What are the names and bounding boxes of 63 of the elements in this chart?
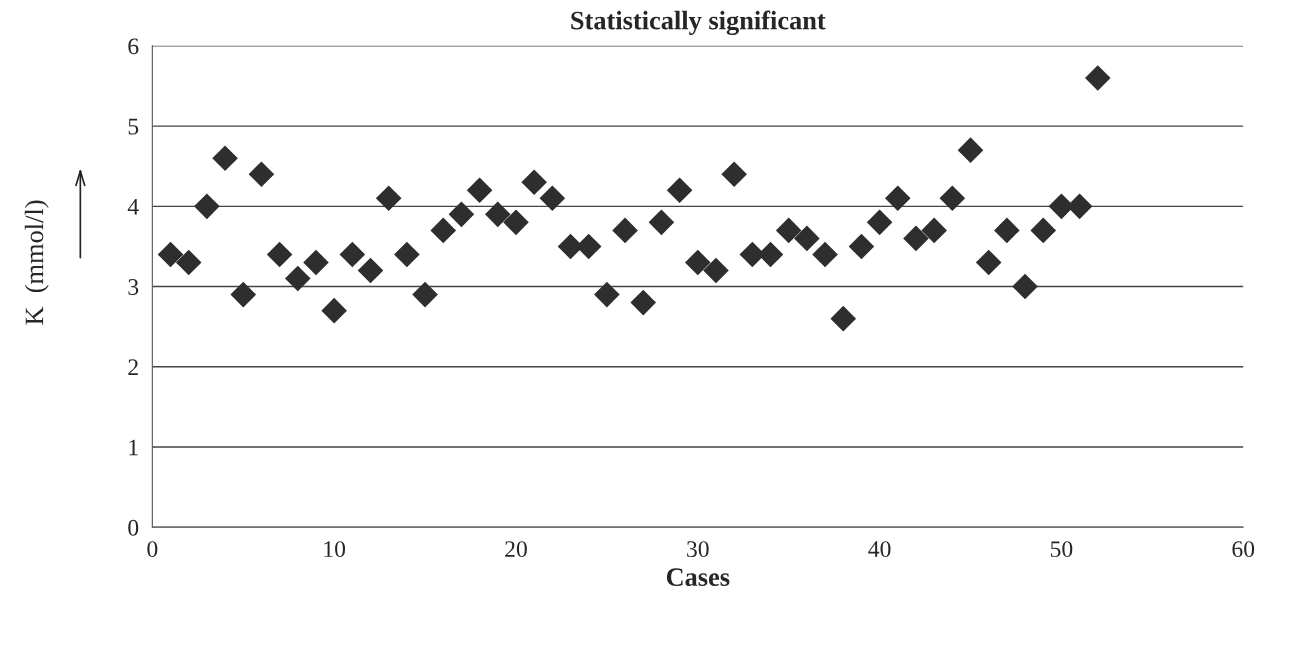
- y-tick-label: 4: [127, 198, 139, 215]
- point: [812, 241, 838, 268]
- point: [394, 241, 420, 268]
- chart-title: Statistically significant: [571, 10, 826, 36]
- point: [1012, 273, 1038, 300]
- point: [339, 241, 366, 268]
- x-tick-label: 50: [1050, 541, 1073, 558]
- point: [939, 185, 966, 212]
- x-tick-label: 10: [324, 541, 346, 558]
- point: [284, 265, 311, 292]
- point: [684, 249, 711, 276]
- point: [212, 145, 238, 171]
- point: [612, 217, 638, 244]
- x-tick-label: 0: [147, 541, 158, 558]
- point: [157, 241, 184, 268]
- point: [975, 249, 1002, 276]
- point: [921, 217, 947, 244]
- point: [630, 289, 657, 316]
- point: [539, 185, 566, 212]
- point: [194, 193, 220, 220]
- y-tick-label: 1: [129, 439, 138, 456]
- point: [466, 177, 493, 204]
- point: [521, 169, 547, 196]
- y-tick-label: 2: [128, 359, 138, 375]
- point: [266, 241, 293, 268]
- point: [903, 225, 929, 252]
- point: [1084, 65, 1111, 91]
- y-tick-label: 3: [128, 279, 139, 295]
- x-axis-title: Cases: [666, 568, 730, 587]
- point: [357, 257, 384, 284]
- x-tick-label: 60: [1232, 541, 1255, 558]
- point: [866, 209, 893, 236]
- point: [721, 161, 747, 188]
- point: [666, 177, 693, 204]
- point: [503, 209, 529, 236]
- y-tick-label: 5: [128, 118, 139, 135]
- point: [884, 185, 911, 212]
- y-axis-title: K (mmol/l): [24, 200, 49, 325]
- point: [448, 201, 475, 228]
- x-tick-label: 20: [505, 541, 527, 558]
- point: [1030, 217, 1057, 244]
- point: [648, 209, 675, 236]
- point: [794, 225, 820, 252]
- point: [957, 137, 984, 163]
- y-tick-label: 0: [128, 519, 139, 536]
- point: [248, 161, 275, 188]
- point: [848, 233, 875, 260]
- x-tick-label: 30: [687, 541, 709, 558]
- point: [430, 217, 457, 244]
- point: [830, 305, 857, 332]
- point: [412, 281, 438, 308]
- x-tick-label: 40: [868, 541, 891, 558]
- point: [303, 249, 329, 276]
- point: [775, 217, 802, 244]
- y-tick-label: 6: [128, 38, 139, 55]
- point: [484, 201, 511, 228]
- point: [230, 281, 257, 308]
- point: [994, 217, 1020, 244]
- point: [321, 297, 347, 324]
- point: [594, 281, 620, 308]
- point: [703, 257, 729, 284]
- point: [175, 249, 202, 276]
- point: [375, 185, 402, 212]
